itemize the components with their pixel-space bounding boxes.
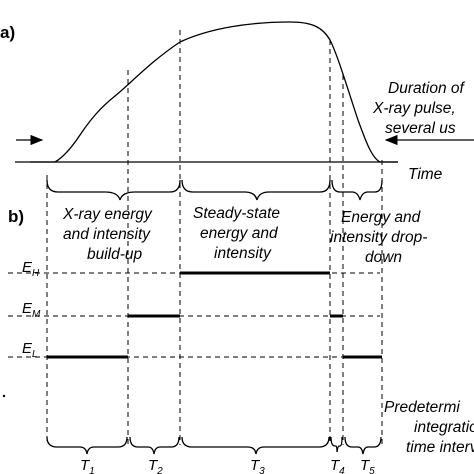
interval-t3-label: T3 (250, 457, 265, 474)
stray-dot (2, 394, 6, 398)
pulse-duration-line1: Duration of (388, 80, 466, 97)
interval-t1-label: T1 (80, 457, 95, 474)
integration-note-line1: Predetermi (384, 399, 460, 416)
brace-buildup (46, 179, 181, 201)
brace-t4 (330, 436, 343, 453)
phase-buildup-line2: and intensity (63, 226, 151, 243)
brace-t1 (46, 436, 128, 455)
level-high-label: EH (22, 259, 40, 279)
phase-steady-line1: Steady-state (193, 205, 280, 222)
integration-note-line3: time interv (406, 439, 474, 456)
panel-a-label: a) (0, 23, 15, 42)
level-medium-label: EM (22, 300, 41, 320)
integration-note-line2: integratio (414, 419, 474, 436)
phase-dropdown-line3: down (365, 249, 402, 266)
pulse-duration-line2: X-ray pulse, (372, 100, 456, 117)
brace-t3 (181, 436, 330, 455)
phase-buildup-line3: build-up (87, 246, 143, 263)
phase-steady-line2: energy and (200, 225, 279, 242)
time-axis-label: Time (408, 166, 443, 183)
level-low-label: EL (22, 340, 38, 360)
brace-dropdown (331, 179, 383, 201)
interval-t5-label: T5 (360, 457, 375, 474)
brace-t5 (344, 436, 382, 455)
interval-t4-label: T4 (330, 457, 345, 474)
panel-b-label: b) (8, 207, 24, 226)
phase-dropdown-line2: intensity drop- (330, 229, 427, 246)
phase-buildup-line1: X-ray energy (62, 206, 153, 223)
interval-t2-label: T2 (148, 457, 163, 474)
pulse-duration-line3: several us (385, 120, 456, 137)
phase-steady-line3: intensity (214, 245, 272, 262)
brace-steady (181, 179, 331, 201)
phase-dropdown-line1: Energy and (341, 209, 422, 226)
brace-t2 (129, 436, 180, 455)
xray-pulse-curve (30, 21, 398, 163)
